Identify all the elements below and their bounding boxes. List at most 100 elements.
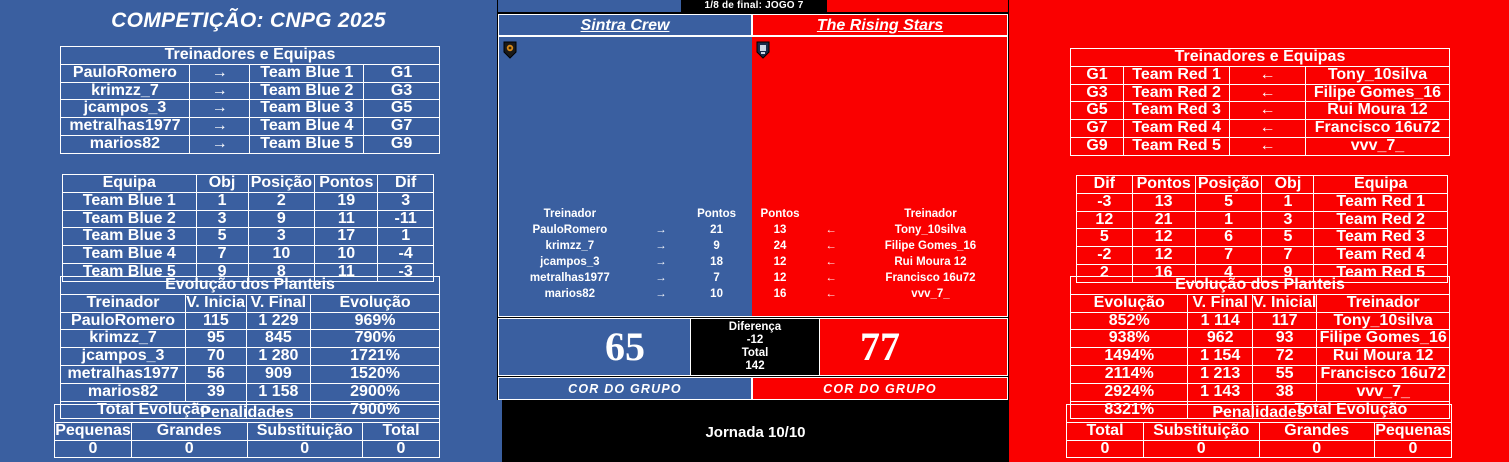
team-name: Team Blue 4 bbox=[249, 117, 365, 136]
arrow-icon: ← bbox=[1229, 136, 1306, 156]
evolucao-value: 1721% bbox=[310, 347, 440, 366]
home-roster: Treinador Pontos PauloRomero → 21 krimzz… bbox=[499, 205, 752, 302]
col-header-pontos: Pontos bbox=[314, 174, 379, 193]
col-header-dif: Dif bbox=[1076, 175, 1133, 194]
arrow-icon: ← bbox=[825, 288, 837, 300]
v-final-value: 1 143 bbox=[1187, 382, 1253, 402]
jornada-label: Jornada 10/10 bbox=[502, 402, 1009, 462]
arrow-icon: → bbox=[655, 288, 667, 300]
table-row: G7 Team Red 4 ← Francisco 16u72 bbox=[1069, 119, 1451, 138]
arrow-icon: ← bbox=[825, 272, 837, 284]
coach-name: Rui Moura 12 bbox=[1304, 101, 1451, 121]
col-header-treinador: Treinador bbox=[59, 293, 187, 313]
group-code: G5 bbox=[1069, 101, 1125, 121]
table-row: G1 Team Red 1 ← Tony_10silva bbox=[1069, 65, 1451, 85]
spacer-cell bbox=[641, 205, 681, 222]
grandes-value: 0 bbox=[131, 439, 248, 459]
points-value: 10 bbox=[710, 288, 723, 300]
table-row: krimzz_7 → Team Blue 2 G3 bbox=[60, 81, 440, 101]
arrow-icon: ← bbox=[825, 224, 837, 236]
obj-value: 5 bbox=[1261, 228, 1315, 248]
team-name: Team Red 3 bbox=[1313, 228, 1448, 248]
team-name-band: Sintra Crew The Rising Stars bbox=[498, 14, 1008, 36]
dif-value: 12 bbox=[1076, 210, 1133, 230]
v-inicial-value: 117 bbox=[1251, 311, 1318, 331]
table-row: PauloRomero → Team Blue 1 G1 bbox=[60, 63, 440, 83]
blue-evolution-title: Evolução dos Planteis bbox=[60, 276, 440, 295]
group-code: G9 bbox=[1069, 136, 1125, 156]
coach-name: Rui Moura 12 bbox=[894, 256, 967, 268]
col-header-posicao: Posição bbox=[247, 174, 316, 193]
away-team-name[interactable]: The Rising Stars bbox=[752, 14, 1008, 36]
roster-row: metralhas1977 → 7 bbox=[499, 270, 752, 286]
v-inicial-value: 70 bbox=[185, 347, 247, 366]
obj-value: 1 bbox=[1261, 192, 1315, 212]
dif-value: -3 bbox=[1076, 192, 1133, 212]
evolucao-value: 938% bbox=[1069, 329, 1189, 349]
pontos-value: 12 bbox=[1131, 228, 1196, 248]
difference-value: -12 bbox=[746, 334, 764, 346]
team-name: Team Red 4 bbox=[1123, 119, 1231, 138]
red-penalties-title: Penalidades bbox=[1066, 404, 1452, 423]
col-header-treinador: Treinador bbox=[904, 207, 957, 220]
team-name: Team Red 3 bbox=[1123, 101, 1231, 121]
coach-name: jcampos_3 bbox=[540, 256, 600, 268]
v-final-value: 1 158 bbox=[245, 382, 312, 402]
dif-value: -4 bbox=[377, 245, 434, 264]
col-header-v-inicial: V. Inicial bbox=[185, 293, 247, 313]
table-header-row: Dif Pontos Posição Obj Equipa bbox=[1076, 175, 1448, 194]
coach-name: krimzz_7 bbox=[59, 329, 187, 349]
coach-name: marios82 bbox=[59, 382, 187, 402]
home-team-name[interactable]: Sintra Crew bbox=[498, 14, 752, 36]
table-header-row: Pequenas Grandes Substituição Total bbox=[54, 421, 440, 441]
table-row: 2924% 1 143 38 vvv_7_ bbox=[1069, 382, 1450, 402]
arrow-icon: ← bbox=[1229, 101, 1306, 121]
group-code: G3 bbox=[1069, 83, 1125, 103]
team-name: Team Blue 4 bbox=[62, 245, 197, 264]
home-side: Treinador Pontos PauloRomero → 21 krimzz… bbox=[499, 37, 752, 316]
posicao-value: 7 bbox=[1194, 246, 1263, 265]
col-header-obj: Obj bbox=[195, 174, 249, 193]
pontos-value: 11 bbox=[314, 209, 379, 229]
v-final-value: 909 bbox=[245, 364, 312, 384]
stage-tag-band: 1/8 de final: JOGO 7 bbox=[497, 0, 1009, 12]
coach-name: marios82 bbox=[60, 134, 190, 154]
team-name: Team Red 5 bbox=[1123, 136, 1231, 156]
away-side: Pontos Treinador 13 ← Tony_10silva 24 bbox=[752, 37, 1007, 316]
roster-row: PauloRomero → 21 bbox=[499, 222, 752, 238]
v-final-value: 1 114 bbox=[1187, 311, 1253, 331]
coach-name: Francisco 16u72 bbox=[885, 272, 976, 284]
team-name: Team Blue 3 bbox=[62, 227, 197, 247]
blue-evolution-table: Evolução dos Planteis Treinador V. Inici… bbox=[59, 276, 440, 420]
points-value: 12 bbox=[773, 256, 787, 268]
pequenas-value: 0 bbox=[54, 439, 132, 459]
team-name: Team Red 1 bbox=[1123, 65, 1231, 85]
posicao-value: 9 bbox=[247, 209, 316, 229]
table-row: 0 0 0 0 bbox=[54, 439, 440, 459]
table-row: 12 21 1 3 Team Red 2 bbox=[1076, 210, 1448, 230]
team-name: Team Blue 2 bbox=[249, 81, 365, 101]
coach-name: krimzz_7 bbox=[60, 81, 190, 101]
points-value: 24 bbox=[773, 240, 787, 252]
team-name: Team Red 1 bbox=[1313, 192, 1448, 212]
substituicao-value: 0 bbox=[246, 439, 363, 459]
blue-standings-table: Equipa Obj Posição Pontos Dif Team Blue … bbox=[62, 174, 434, 282]
v-inicial-value: 93 bbox=[1251, 329, 1318, 349]
roster-row: 12 ← Rui Moura 12 bbox=[752, 254, 1007, 270]
col-header-treinador: Treinador bbox=[543, 207, 597, 220]
dif-value: 5 bbox=[1076, 228, 1133, 248]
pontos-value: 21 bbox=[1131, 210, 1196, 230]
coach-name: vvv_7_ bbox=[1304, 136, 1451, 156]
table-row: 2114% 1 213 55 Francisco 16u72 bbox=[1069, 364, 1450, 384]
col-header-pequenas: Pequenas bbox=[1374, 421, 1452, 441]
coach-name: Tony_10silva bbox=[1316, 311, 1450, 331]
group-code: G7 bbox=[1069, 119, 1125, 138]
v-inicial-value: 115 bbox=[185, 311, 247, 331]
group-code: G5 bbox=[363, 99, 440, 119]
v-final-value: 962 bbox=[1187, 329, 1253, 349]
pontos-value: 10 bbox=[314, 245, 379, 264]
arrow-icon: → bbox=[188, 63, 251, 83]
arrow-icon: ← bbox=[1229, 119, 1306, 138]
pontos-value: 13 bbox=[1131, 192, 1196, 212]
